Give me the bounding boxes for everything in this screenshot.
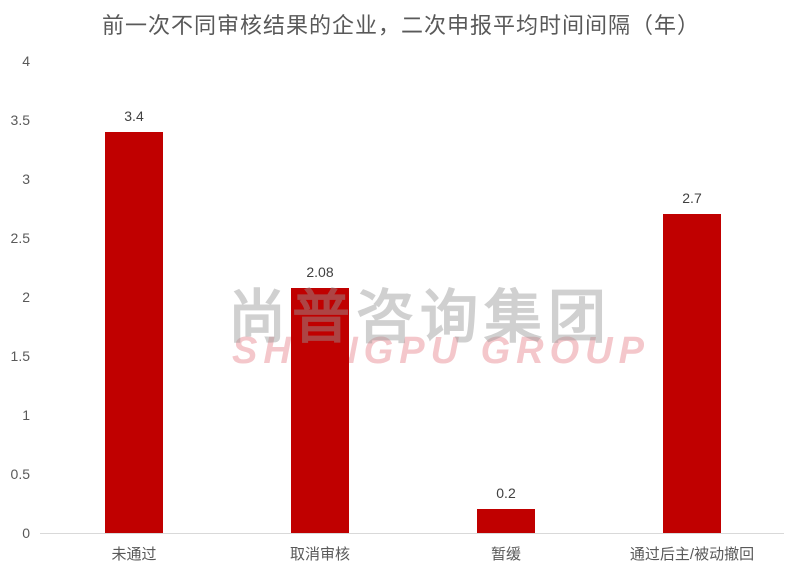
bar	[105, 131, 163, 533]
chart-title: 前一次不同审核结果的企业，二次申报平均时间间隔（年）	[101, 14, 700, 39]
bar	[477, 509, 535, 533]
y-tick-2: 2	[22, 289, 30, 305]
y-tick-0: 0	[22, 525, 30, 541]
data-label: 2.7	[682, 190, 702, 207]
y-tick-1.5: 1.5	[10, 348, 30, 364]
bar	[663, 214, 721, 533]
x-category-label: 通过后主/被动撤回	[629, 546, 755, 563]
data-label: 3.4	[124, 107, 144, 124]
y-tick-1: 1	[22, 407, 30, 423]
y-tick-4: 4	[22, 53, 30, 69]
y-tick-2.5: 2.5	[10, 230, 30, 246]
bar	[291, 287, 349, 533]
x-category-label: 未通过	[111, 546, 157, 563]
x-category-label: 暂缓	[490, 546, 521, 563]
watermark-cn: 尚普咨询集团	[228, 283, 613, 351]
y-tick-3: 3	[22, 171, 30, 187]
x-category-label: 取消审核	[289, 546, 350, 563]
x-axis-line	[40, 533, 784, 534]
data-label: 2.08	[306, 263, 334, 280]
y-tick-3.5: 3.5	[10, 112, 30, 128]
y-tick-0.5: 0.5	[10, 466, 30, 482]
data-label: 0.2	[496, 485, 516, 502]
